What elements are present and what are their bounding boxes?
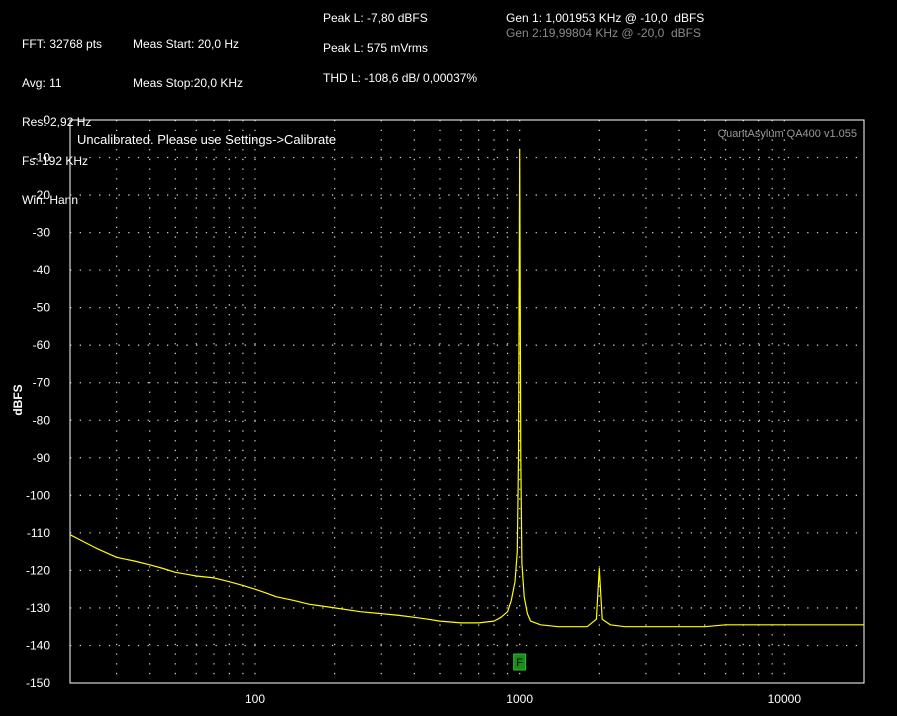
x-tick-label: 100 — [245, 692, 265, 706]
chart-grid — [70, 120, 864, 683]
window-text: Win: Hann — [22, 193, 79, 207]
resolution-text: Res: 2,92 Hz — [22, 115, 92, 129]
y-tick-label: -120 — [26, 563, 50, 577]
fft-info-column: FFT: 32768 pts Avg: 11 Res: 2,92 Hz Fs: … — [22, 12, 102, 220]
y-tick-label: -80 — [33, 413, 51, 427]
marker-label: F — [516, 657, 523, 669]
calibration-warning: Uncalibrated. Please use Settings->Calib… — [77, 132, 336, 147]
y-tick-label: -50 — [33, 301, 51, 315]
y-tick-label: -130 — [26, 601, 50, 615]
y-tick-label: -40 — [33, 263, 51, 277]
thd-text: THD L: -108,6 dB/ 0,00037% — [323, 71, 478, 85]
x-tick-label: 10000 — [768, 692, 802, 706]
peak-voltage-text: Peak L: 575 mVrms — [323, 41, 428, 55]
spectrum-trace — [69, 148, 864, 628]
y-tick-label: -140 — [26, 638, 50, 652]
fft-size-text: FFT: 32768 pts — [22, 37, 103, 51]
generator-2-text: Gen 2:19,99804 KHz @ -20,0 dBFS — [506, 26, 701, 40]
y-tick-label: -60 — [33, 338, 51, 352]
y-tick-label: 0 — [43, 113, 50, 127]
measurement-range-column: Meas Start: 20,0 Hz Meas Stop:20,0 KHz — [133, 12, 243, 103]
y-tick-label: -30 — [33, 226, 51, 240]
y-tick-label: -100 — [26, 488, 50, 502]
meas-start-text: Meas Start: 20,0 Hz — [133, 37, 240, 51]
peak-level-text: Peak L: -7,80 dBFS — [323, 11, 428, 25]
y-axis-ticks: 0 -10 -20 -30 -40 -50 -60 -70 -80 -90 -100 -110 -120… — [26, 113, 50, 690]
x-tick-label: 1000 — [506, 692, 533, 706]
device-watermark: QuantAsylum QA400 v1.055 — [718, 128, 857, 140]
meas-stop-text: Meas Stop:20,0 KHz — [133, 76, 244, 90]
y-tick-label: -90 — [33, 451, 51, 465]
y-tick-label: -110 — [27, 526, 50, 540]
y-tick-label: -20 — [33, 188, 51, 202]
x-axis-ticks: 100 1000 10000 — [245, 692, 801, 706]
y-tick-label: -10 — [33, 151, 51, 165]
trace-layer — [69, 148, 864, 628]
marker-box — [513, 653, 527, 671]
generator-1-text: Gen 1: 1,001953 KHz @ -10,0 dBFS — [506, 11, 705, 25]
y-tick-label: -150 — [26, 676, 50, 690]
averages-text: Avg: 11 — [22, 76, 62, 90]
sample-rate-text: Fs: 192 KHz — [22, 154, 89, 168]
y-tick-label: -70 — [33, 376, 51, 390]
fundamental-marker[interactable]: F — [513, 653, 527, 671]
plot-frame — [69, 119, 865, 684]
y-axis-label: dBFS — [11, 384, 25, 415]
